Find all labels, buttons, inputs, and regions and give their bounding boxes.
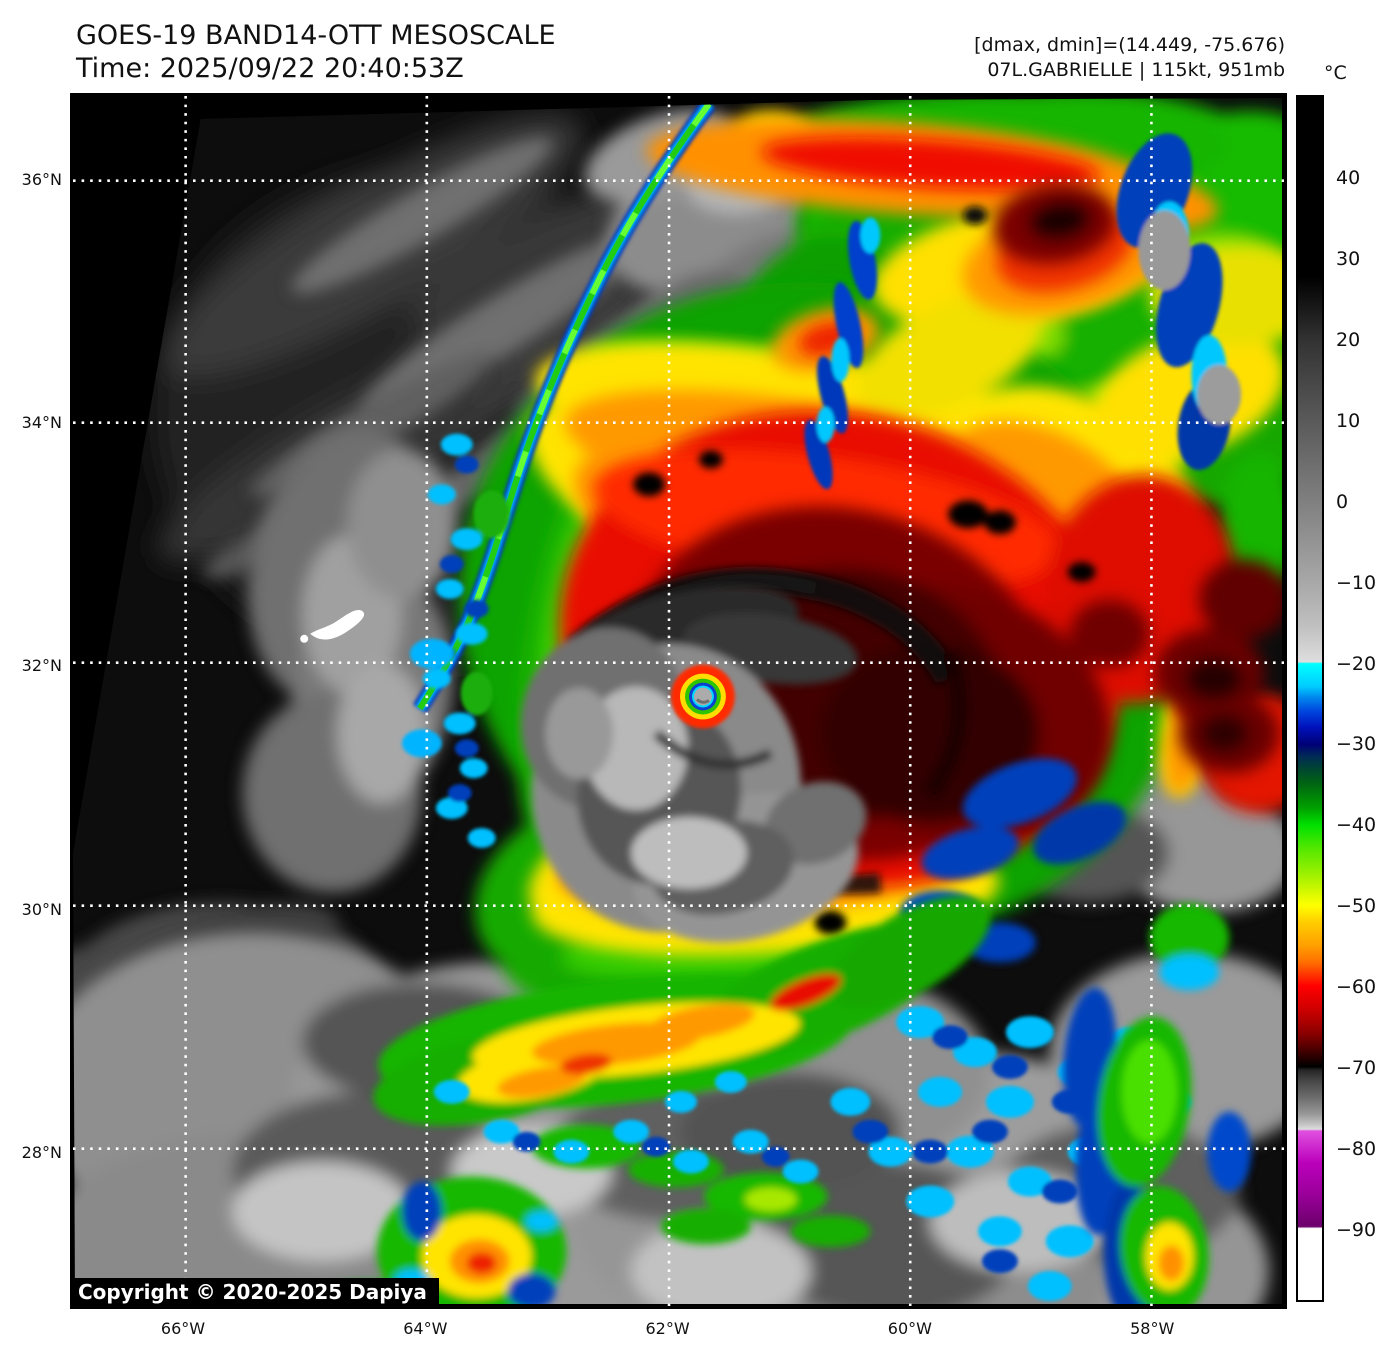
dmax-dmin-readout: [dmax, dmin]=(14.449, -75.676) [974, 34, 1285, 56]
colorbar-unit-label: °C [1324, 62, 1347, 84]
east-edge-streaks [1116, 133, 1242, 470]
south-spiral-band [373, 895, 991, 1248]
lon-tick-label: 64°W [403, 1319, 448, 1338]
west-cyan-debris [401, 433, 510, 848]
lat-tick-label: 36°N [21, 170, 62, 189]
dry-slot-gray-swirl [520, 586, 867, 943]
lat-tick-label: 30°N [21, 899, 62, 919]
colorbar-tick-label: 0 [1336, 490, 1349, 513]
colorbar-tick-label: −40 [1336, 814, 1377, 837]
colorbar-tick-label: −90 [1336, 1218, 1377, 1241]
colorbar-tick-label: −50 [1336, 895, 1377, 918]
colorbar-tick-label: −80 [1336, 1138, 1377, 1161]
hurricane-eye [671, 664, 735, 729]
lat-tick-label: 34°N [21, 413, 62, 433]
page-title: GOES-19 BAND14-OTT MESOSCALE [76, 20, 556, 51]
colorbar-tick-label: 10 [1336, 409, 1361, 432]
storm-info: 07L.GABRIELLE | 115kt, 951mb [987, 59, 1285, 81]
timestamp: Time: 2025/09/22 20:40:53Z [76, 53, 464, 84]
copyright-badge: Copyright © 2020-2025 Dapiya [70, 1278, 439, 1308]
satellite-map [70, 93, 1287, 1309]
colorbar-tick-label: −70 [1336, 1057, 1377, 1080]
lon-tick-label: 60°W [887, 1319, 932, 1338]
temperature-colorbar [1296, 95, 1324, 1302]
lon-tick-label: 58°W [1130, 1319, 1175, 1338]
satellite-image [73, 96, 1284, 1306]
colorbar-tick-label: 30 [1336, 247, 1361, 270]
lon-tick-label: 66°W [160, 1319, 206, 1338]
bermuda-outline [300, 609, 365, 643]
colorbar-tick-label: −10 [1336, 571, 1377, 594]
lat-tick-label: 32°N [21, 656, 62, 676]
green-edge-navy-fringe [804, 217, 881, 490]
colorbar-tick-label: 40 [1336, 167, 1361, 189]
colorbar-tick-label: −60 [1336, 976, 1377, 999]
colorbar-gradient [1298, 97, 1322, 1300]
colorbar-tick-label: 20 [1336, 328, 1361, 351]
colorbar-tick-label: −20 [1336, 652, 1377, 675]
colorbar-tick-label: −30 [1336, 733, 1377, 756]
lon-tick-label: 62°W [645, 1319, 690, 1338]
lat-tick-label: 28°N [21, 1142, 62, 1162]
bottom-right-green-band [1063, 903, 1252, 1305]
